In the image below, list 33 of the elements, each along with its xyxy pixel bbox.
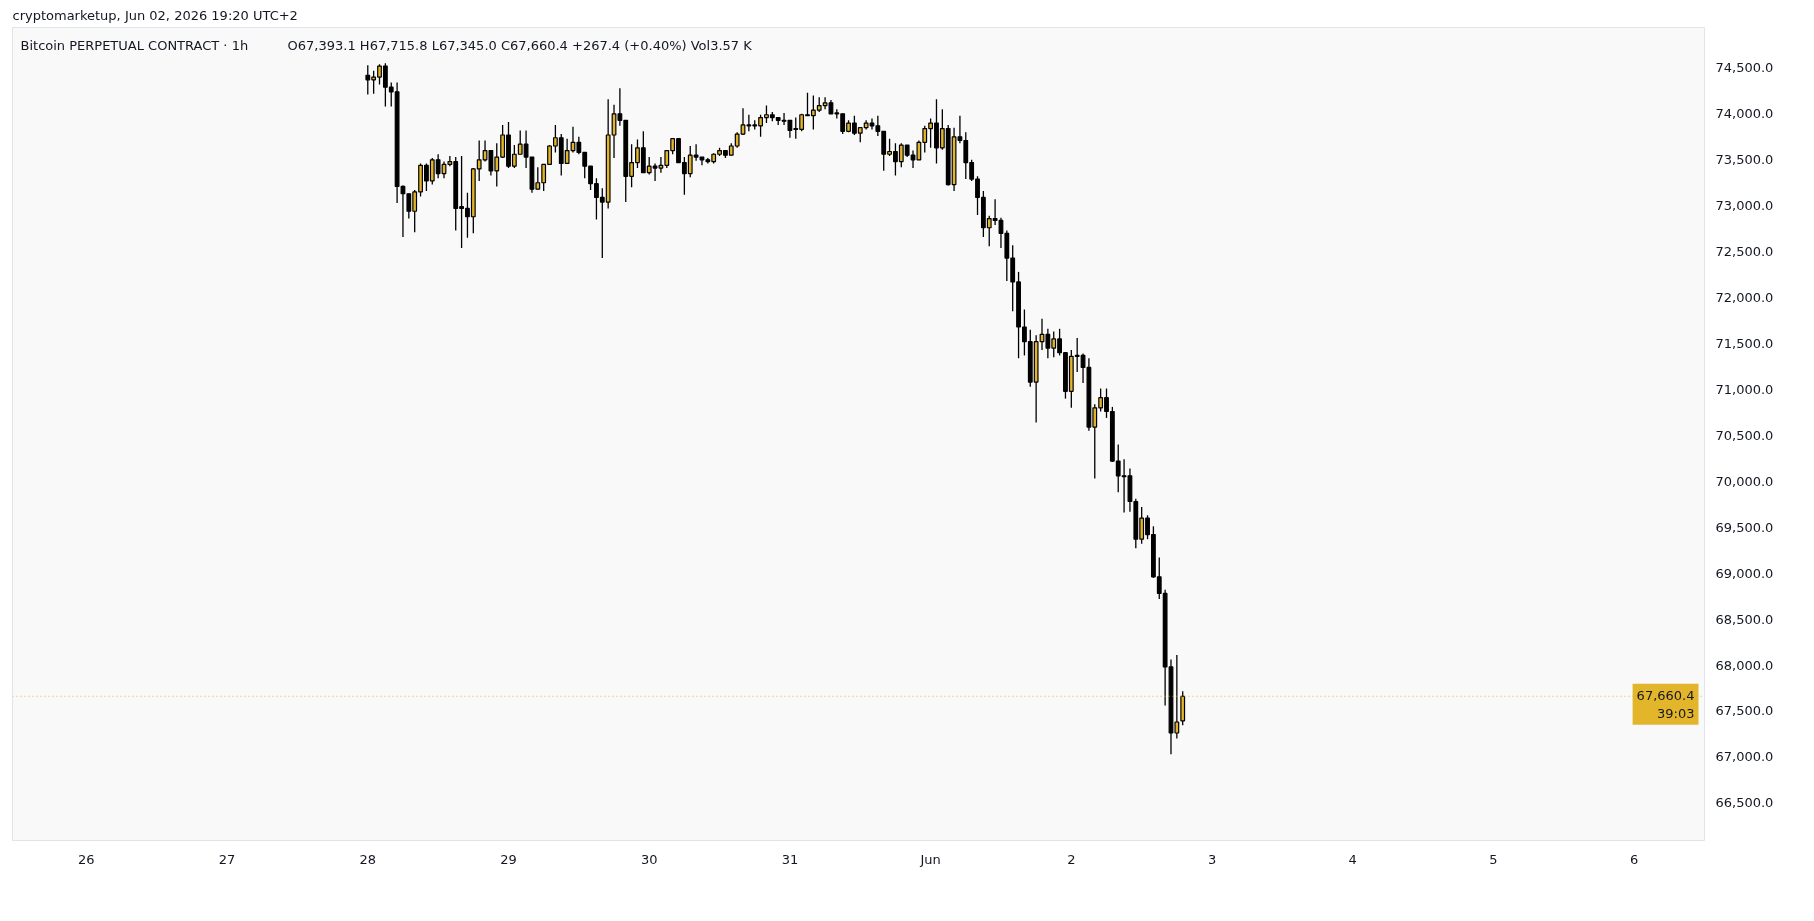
x-tick-label: 3 xyxy=(1207,851,1217,867)
y-tick-label: 71,000.0 xyxy=(1715,381,1774,397)
y-tick-label: 70,000.0 xyxy=(1715,473,1774,489)
x-tick-label: 2 xyxy=(1067,851,1076,867)
text: cryptomarketup, Jun 02, 2026 19:20 UTC+2 xyxy=(12,7,298,23)
y-tick-label: 74,500.0 xyxy=(1715,60,1774,76)
x-tick-label: 4 xyxy=(1348,851,1357,867)
x-tick-label: 6 xyxy=(1630,851,1639,867)
y-tick-label: 71,500.0 xyxy=(1715,336,1774,352)
y-tick-label: 69,500.0 xyxy=(1715,519,1774,535)
x-tick-label: 5 xyxy=(1489,851,1498,867)
text: O67,393.1 H67,715.8 L67,345.0 C67,660.4 +267.4 (+0.40%) Vol3.57 K xyxy=(287,37,753,53)
x-tick-label: 26 xyxy=(78,851,95,867)
y-tick-label: 72,500.0 xyxy=(1715,244,1774,260)
ref-line-label: 67,660.4 39:03 xyxy=(1636,687,1695,721)
x-tick-label: 29 xyxy=(500,851,517,867)
y-tick-label: 67,000.0 xyxy=(1715,749,1774,765)
y-tick-label: 73,500.0 xyxy=(1715,152,1774,168)
x-tick-label: 27 xyxy=(218,851,236,867)
x-tick-label: 31 xyxy=(781,851,799,867)
y-tick-label: 67,500.0 xyxy=(1715,703,1774,719)
y-tick-label: 73,000.0 xyxy=(1715,198,1774,214)
x-tick-label: 28 xyxy=(359,851,377,867)
y-tick-label: 66,500.0 xyxy=(1715,795,1774,811)
x-tick-label: Jun xyxy=(919,851,941,867)
y-tick-label: 68,500.0 xyxy=(1715,611,1774,627)
text: Bitcoin PERPETUAL CONTRACT · 1h xyxy=(20,37,249,53)
y-tick-label: 72,000.0 xyxy=(1715,290,1774,306)
y-tick-label: 74,000.0 xyxy=(1715,106,1774,122)
y-tick-label: 69,000.0 xyxy=(1715,565,1774,581)
x-tick-label: 30 xyxy=(640,851,658,867)
y-tick-label: 70,500.0 xyxy=(1715,427,1774,443)
y-tick-label: 68,000.0 xyxy=(1715,657,1774,673)
